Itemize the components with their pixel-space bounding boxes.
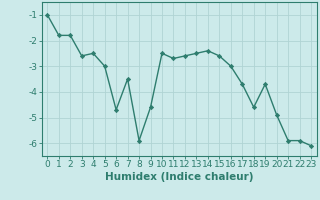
X-axis label: Humidex (Indice chaleur): Humidex (Indice chaleur) (105, 172, 253, 182)
